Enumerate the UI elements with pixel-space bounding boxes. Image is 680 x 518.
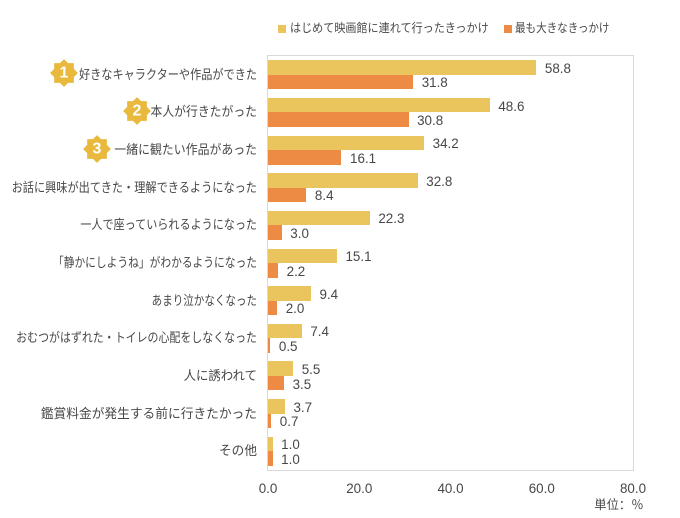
svg-text:2: 2 bbox=[132, 102, 141, 119]
svg-text:1: 1 bbox=[60, 64, 69, 81]
svg-text:3: 3 bbox=[93, 140, 102, 157]
